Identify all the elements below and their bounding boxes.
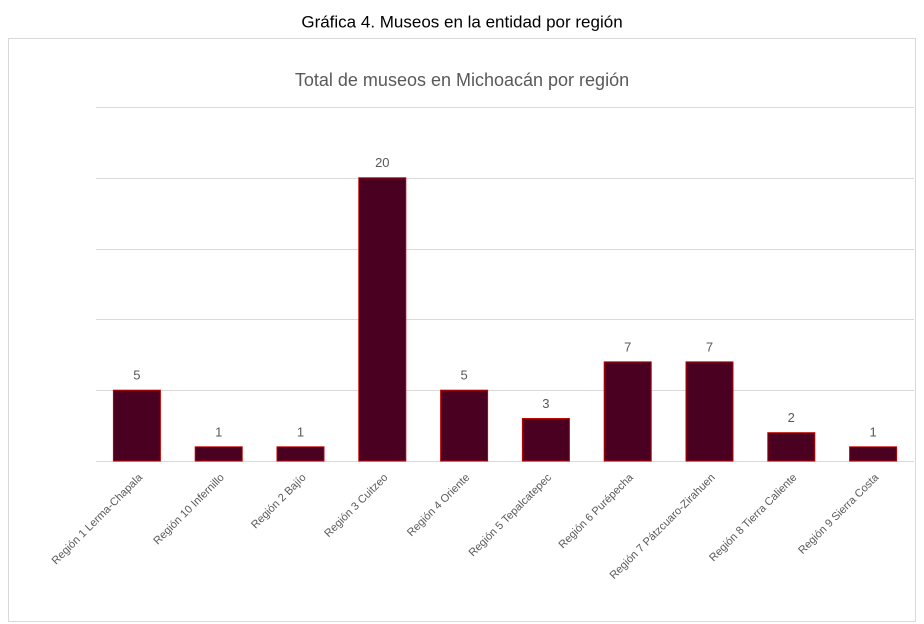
bar: [767, 432, 816, 462]
data-label: 1: [215, 424, 222, 439]
data-label: 1: [869, 424, 876, 439]
bar: [440, 389, 489, 462]
data-label: 3: [542, 396, 549, 411]
data-label: 1: [297, 424, 304, 439]
chart-frame: [8, 38, 916, 622]
bar: [112, 389, 161, 462]
data-label: 5: [460, 368, 467, 383]
bar: [521, 418, 570, 462]
data-label: 20: [375, 155, 389, 170]
data-label: 7: [706, 339, 713, 354]
bar: [194, 446, 243, 462]
bar: [276, 446, 325, 462]
bar: [358, 177, 407, 462]
data-label: 2: [788, 410, 795, 425]
bar: [685, 361, 734, 462]
figure-caption: Gráfica 4. Museos en la entidad por regi…: [301, 12, 622, 31]
chart-title: Total de museos en Michoacán por región: [295, 70, 629, 90]
bar: [603, 361, 652, 462]
data-label: 5: [133, 368, 140, 383]
bar: [849, 446, 898, 462]
data-label: 7: [624, 339, 631, 354]
